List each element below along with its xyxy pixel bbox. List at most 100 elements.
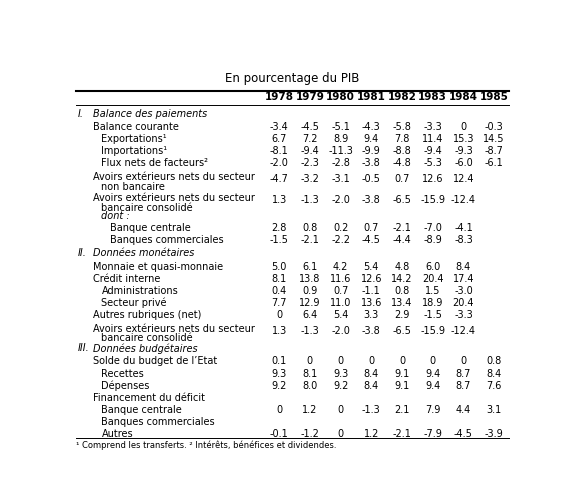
- Text: -8.9: -8.9: [423, 235, 442, 245]
- Text: Avoirs extérieurs nets du secteur: Avoirs extérieurs nets du secteur: [93, 173, 255, 182]
- Text: -4.7: -4.7: [270, 175, 289, 185]
- Text: Crédit interne: Crédit interne: [93, 274, 160, 284]
- Text: 1978: 1978: [265, 92, 293, 102]
- Text: -7.9: -7.9: [423, 429, 442, 439]
- Text: 1.2: 1.2: [302, 404, 317, 414]
- Text: -3.3: -3.3: [423, 122, 442, 132]
- Text: -6.1: -6.1: [485, 158, 504, 168]
- Text: 0: 0: [337, 404, 344, 414]
- Text: 1.3: 1.3: [272, 195, 287, 205]
- Text: 1982: 1982: [388, 92, 416, 102]
- Text: 17.4: 17.4: [453, 274, 474, 284]
- Text: -11.3: -11.3: [328, 146, 353, 156]
- Text: -4.3: -4.3: [362, 122, 381, 132]
- Text: Importations¹: Importations¹: [102, 146, 168, 156]
- Text: -3.9: -3.9: [485, 429, 504, 439]
- Text: II.: II.: [78, 248, 87, 259]
- Text: 9.3: 9.3: [333, 369, 348, 378]
- Text: -9.4: -9.4: [300, 146, 319, 156]
- Text: 3.3: 3.3: [364, 310, 379, 319]
- Text: 5.0: 5.0: [272, 262, 287, 272]
- Text: 1.2: 1.2: [364, 429, 379, 439]
- Text: -6.0: -6.0: [454, 158, 473, 168]
- Text: -2.2: -2.2: [331, 235, 350, 245]
- Text: 8.1: 8.1: [302, 369, 317, 378]
- Text: 8.4: 8.4: [456, 262, 471, 272]
- Text: 7.2: 7.2: [302, 134, 317, 144]
- Text: -1.2: -1.2: [300, 429, 319, 439]
- Text: -8.1: -8.1: [270, 146, 288, 156]
- Text: 0: 0: [276, 404, 282, 414]
- Text: 9.1: 9.1: [395, 380, 409, 390]
- Text: Avoirs extérieurs nets du secteur: Avoirs extérieurs nets du secteur: [93, 324, 255, 333]
- Text: -4.5: -4.5: [362, 235, 381, 245]
- Text: 1980: 1980: [326, 92, 355, 102]
- Text: -15.9: -15.9: [420, 195, 445, 205]
- Text: -8.3: -8.3: [454, 235, 473, 245]
- Text: 9.3: 9.3: [272, 369, 287, 378]
- Text: 1983: 1983: [419, 92, 447, 102]
- Text: -4.8: -4.8: [393, 158, 411, 168]
- Text: 7.9: 7.9: [425, 404, 440, 414]
- Text: -12.4: -12.4: [451, 195, 476, 205]
- Text: 14.5: 14.5: [484, 134, 505, 144]
- Text: 11.4: 11.4: [422, 134, 444, 144]
- Text: -8.7: -8.7: [485, 146, 504, 156]
- Text: 7.8: 7.8: [395, 134, 410, 144]
- Text: -3.0: -3.0: [454, 286, 473, 296]
- Text: -1.1: -1.1: [362, 286, 381, 296]
- Text: -2.3: -2.3: [300, 158, 319, 168]
- Text: bancaire consolidé: bancaire consolidé: [100, 203, 192, 212]
- Text: Banque centrale: Banque centrale: [102, 404, 182, 414]
- Text: 11.6: 11.6: [330, 274, 351, 284]
- Text: 2.1: 2.1: [395, 404, 410, 414]
- Text: -3.8: -3.8: [362, 326, 381, 336]
- Text: Flux nets de facteurs²: Flux nets de facteurs²: [102, 158, 208, 168]
- Text: -5.8: -5.8: [393, 122, 412, 132]
- Text: 4.8: 4.8: [395, 262, 409, 272]
- Text: 0.8: 0.8: [395, 286, 409, 296]
- Text: non bancaire: non bancaire: [100, 182, 164, 192]
- Text: 9.4: 9.4: [364, 134, 379, 144]
- Text: -5.3: -5.3: [423, 158, 442, 168]
- Text: bancaire consolidé: bancaire consolidé: [100, 333, 192, 344]
- Text: Banque centrale: Banque centrale: [110, 223, 191, 233]
- Text: -1.3: -1.3: [300, 195, 319, 205]
- Text: 0: 0: [460, 357, 467, 367]
- Text: 1.5: 1.5: [425, 286, 440, 296]
- Text: -7.0: -7.0: [423, 223, 442, 233]
- Text: 7.6: 7.6: [486, 380, 502, 390]
- Text: 0: 0: [399, 357, 405, 367]
- Text: Secteur privé: Secteur privé: [102, 297, 167, 308]
- Text: -6.5: -6.5: [393, 195, 412, 205]
- Text: 0: 0: [368, 357, 375, 367]
- Text: En pourcentage du PIB: En pourcentage du PIB: [226, 72, 360, 85]
- Text: -12.4: -12.4: [451, 326, 476, 336]
- Text: 2.9: 2.9: [395, 310, 410, 319]
- Text: -2.1: -2.1: [393, 429, 412, 439]
- Text: Balance des paiements: Balance des paiements: [93, 109, 207, 119]
- Text: 13.4: 13.4: [391, 298, 413, 308]
- Text: 0.2: 0.2: [333, 223, 348, 233]
- Text: -1.5: -1.5: [423, 310, 442, 319]
- Text: 0: 0: [276, 310, 282, 319]
- Text: 18.9: 18.9: [422, 298, 444, 308]
- Text: 9.4: 9.4: [425, 369, 440, 378]
- Text: 0: 0: [337, 429, 344, 439]
- Text: Autres rubriques (net): Autres rubriques (net): [93, 310, 201, 319]
- Text: -3.4: -3.4: [270, 122, 288, 132]
- Text: 4.2: 4.2: [333, 262, 348, 272]
- Text: -4.1: -4.1: [454, 223, 473, 233]
- Text: 5.4: 5.4: [364, 262, 379, 272]
- Text: 0.1: 0.1: [272, 357, 287, 367]
- Text: Balance courante: Balance courante: [93, 122, 179, 132]
- Text: 11.0: 11.0: [330, 298, 351, 308]
- Text: 20.4: 20.4: [453, 298, 474, 308]
- Text: Recettes: Recettes: [102, 369, 144, 378]
- Text: 15.3: 15.3: [453, 134, 474, 144]
- Text: 0.8: 0.8: [486, 357, 502, 367]
- Text: 0: 0: [337, 357, 344, 367]
- Text: 1979: 1979: [295, 92, 324, 102]
- Text: 0: 0: [460, 122, 467, 132]
- Text: 0: 0: [307, 357, 313, 367]
